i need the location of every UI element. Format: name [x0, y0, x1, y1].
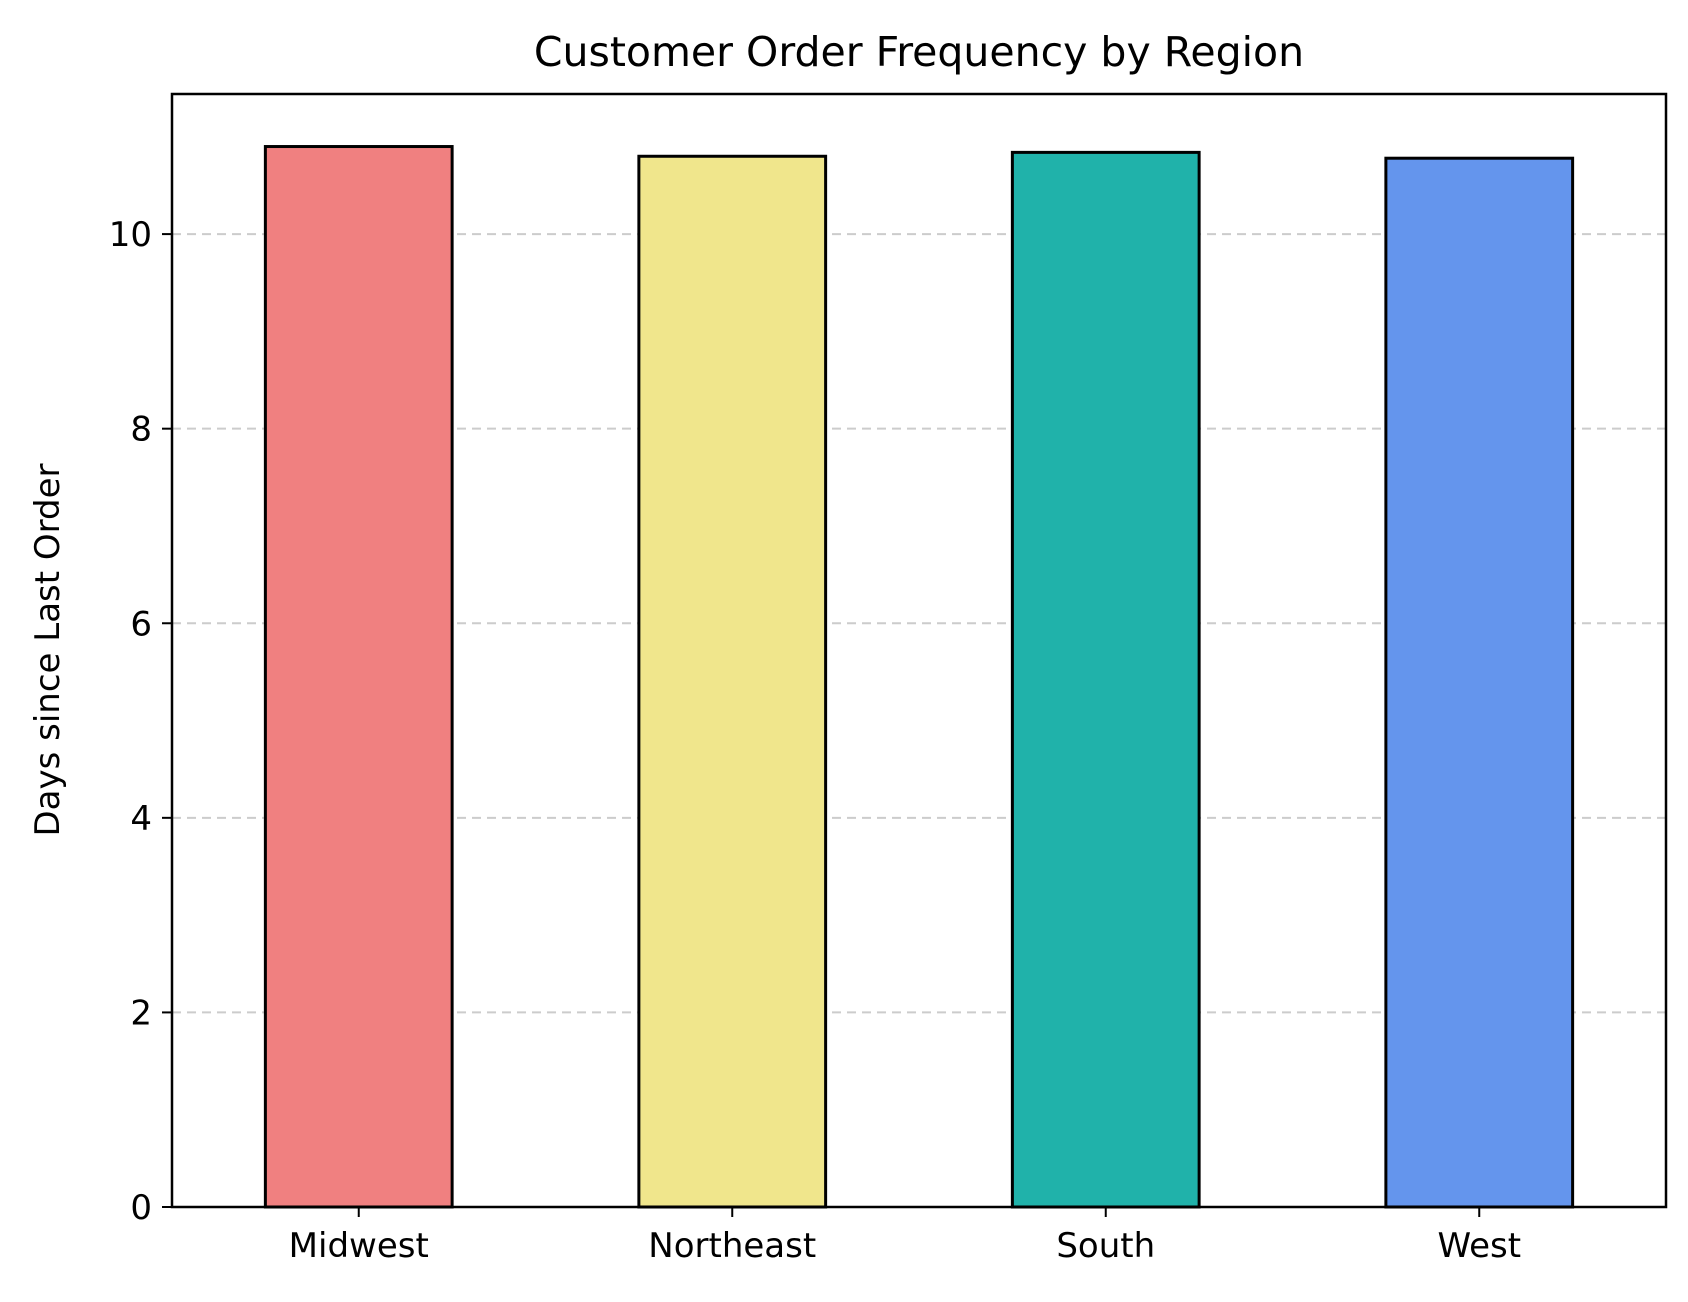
x-tick-label-midwest: Midwest: [289, 1226, 429, 1266]
y-tick-label-2: 4: [130, 799, 152, 839]
y-tick-label-3: 6: [130, 604, 152, 644]
y-tick-label-4: 8: [130, 410, 152, 450]
axes: [170, 92, 1668, 1209]
bar-west: [1384, 156, 1575, 1209]
y-tick-label-1: 2: [130, 993, 152, 1033]
y-tick-label-0: 0: [130, 1188, 152, 1228]
bar-midwest: [263, 145, 454, 1209]
y-axis-label: Days since Last Order: [28, 463, 68, 836]
x-tick-label-south: South: [1056, 1226, 1155, 1266]
y-tick-label-5: 10: [109, 215, 152, 255]
chart-title: Customer Order Frequency by Region: [534, 28, 1304, 76]
bars: [263, 145, 1575, 1209]
bar-northeast: [637, 154, 828, 1209]
bar-south: [1010, 150, 1201, 1209]
x-tick-label-northeast: Northeast: [648, 1226, 816, 1266]
x-axis-ticks: Midwest Northeast South West: [289, 1207, 1521, 1266]
x-tick-label-west: West: [1437, 1226, 1521, 1266]
y-axis-ticks: 0 2 4 6 8 10: [109, 215, 172, 1228]
plot-frame: [170, 92, 1668, 1209]
